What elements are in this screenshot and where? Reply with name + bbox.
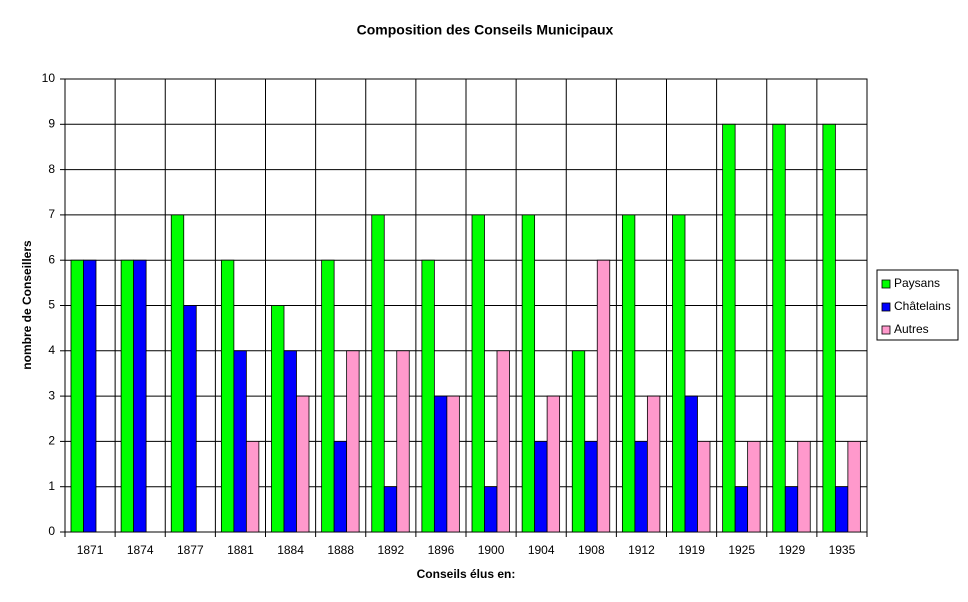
bar bbox=[772, 123, 786, 533]
bar bbox=[346, 350, 360, 533]
legend-swatch bbox=[881, 325, 891, 335]
bar bbox=[183, 305, 197, 533]
bar bbox=[83, 259, 97, 533]
bar bbox=[697, 440, 711, 533]
y-tick-label: 1 bbox=[48, 479, 55, 493]
chart-title: Composition des Conseils Municipaux bbox=[357, 22, 614, 38]
bar bbox=[621, 214, 636, 533]
x-tick-label: 1877 bbox=[177, 543, 204, 557]
x-tick-label: 1908 bbox=[578, 543, 605, 557]
bar bbox=[421, 259, 435, 533]
y-tick-label: 2 bbox=[48, 434, 55, 448]
bar bbox=[233, 350, 247, 533]
x-tick-label: 1892 bbox=[377, 543, 404, 557]
x-tick-label: 1888 bbox=[327, 543, 354, 557]
bar bbox=[584, 440, 598, 533]
bar bbox=[220, 259, 235, 533]
bar bbox=[834, 486, 849, 533]
bar bbox=[847, 440, 861, 533]
y-tick-label: 3 bbox=[48, 388, 55, 402]
bar bbox=[296, 395, 310, 533]
legend-box bbox=[876, 269, 959, 341]
bar bbox=[822, 123, 836, 533]
x-tick-label: 1881 bbox=[227, 543, 254, 557]
y-tick-label: 9 bbox=[48, 116, 55, 130]
bar bbox=[534, 440, 548, 533]
bar bbox=[634, 440, 648, 533]
x-tick-label: 1871 bbox=[77, 543, 104, 557]
legend-label: Châtelains bbox=[894, 299, 951, 313]
bar bbox=[722, 123, 736, 533]
y-tick-label: 4 bbox=[48, 343, 55, 357]
bar bbox=[471, 214, 485, 533]
y-axis-title: nombre de Conseillers bbox=[20, 240, 34, 370]
legend-swatch bbox=[881, 279, 891, 289]
bar bbox=[446, 395, 460, 533]
legend-label: Autres bbox=[894, 322, 929, 336]
bar bbox=[70, 259, 84, 533]
bar bbox=[170, 214, 185, 533]
y-tick-label: 0 bbox=[48, 524, 55, 538]
bar bbox=[333, 440, 348, 533]
x-tick-label: 1900 bbox=[478, 543, 505, 557]
bar bbox=[571, 350, 586, 533]
x-tick-label: 1929 bbox=[778, 543, 805, 557]
x-axis-title: Conseils élus en: bbox=[417, 567, 516, 581]
y-tick-label: 5 bbox=[48, 298, 55, 312]
bar bbox=[396, 350, 410, 533]
x-tick-label: 1925 bbox=[728, 543, 755, 557]
bar bbox=[521, 214, 536, 533]
x-tick-label: 1896 bbox=[428, 543, 455, 557]
bar bbox=[321, 259, 335, 533]
bar bbox=[283, 350, 297, 533]
bar bbox=[797, 440, 811, 533]
bar bbox=[734, 486, 749, 533]
y-tick-label: 8 bbox=[48, 162, 55, 176]
x-tick-label: 1884 bbox=[277, 543, 304, 557]
bar bbox=[784, 486, 799, 533]
bar bbox=[484, 486, 498, 533]
bar bbox=[546, 395, 561, 533]
x-tick-label: 1919 bbox=[678, 543, 705, 557]
bar bbox=[596, 259, 611, 533]
bar bbox=[383, 486, 398, 533]
bar bbox=[120, 259, 135, 533]
bar bbox=[433, 395, 448, 533]
bar bbox=[747, 440, 761, 533]
x-tick-label: 1904 bbox=[528, 543, 555, 557]
y-tick-label: 7 bbox=[48, 207, 55, 221]
x-tick-label: 1935 bbox=[829, 543, 856, 557]
y-tick-label: 10 bbox=[42, 71, 56, 85]
bar bbox=[245, 440, 260, 533]
bar bbox=[271, 305, 285, 533]
bar bbox=[672, 214, 686, 533]
x-tick-label: 1912 bbox=[628, 543, 655, 557]
legend-swatch bbox=[881, 302, 891, 312]
legend-label: Paysans bbox=[894, 276, 940, 290]
bar bbox=[371, 214, 385, 533]
bar bbox=[496, 350, 510, 533]
x-tick-label: 1874 bbox=[127, 543, 154, 557]
plot-border bbox=[64, 78, 868, 533]
bar bbox=[684, 395, 698, 533]
bar bbox=[133, 259, 147, 533]
y-tick-label: 6 bbox=[48, 252, 55, 266]
bar bbox=[646, 395, 661, 533]
